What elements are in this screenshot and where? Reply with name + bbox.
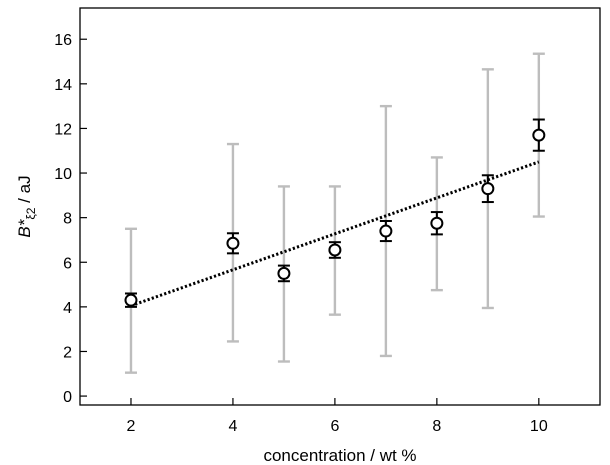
data-point <box>430 216 444 230</box>
large-error-bars <box>124 52 545 374</box>
x-tick-label: 4 <box>228 418 237 435</box>
y-axis-label-main: B* <box>15 218 34 237</box>
y-tick-label: 2 <box>63 344 72 361</box>
data-point <box>124 293 138 307</box>
x-tick-label: 2 <box>127 418 136 435</box>
y-tick-label: 10 <box>54 166 72 183</box>
small-error-bars <box>124 118 545 308</box>
data-point <box>379 224 393 238</box>
x-tick-label: 10 <box>530 418 548 435</box>
x-axis-label: concentration / wt % <box>263 446 416 465</box>
y-tick-label: 6 <box>63 255 72 272</box>
y-axis-label-sub: ξ2 <box>24 207 38 219</box>
y-tick-label: 12 <box>54 121 72 138</box>
data-markers <box>124 128 546 307</box>
data-point <box>532 128 546 142</box>
y-tick-label: 8 <box>63 211 72 228</box>
y-axis-ticks: 0 2 4 6 8 10 12 14 16 <box>54 32 87 406</box>
data-point <box>481 182 495 196</box>
y-axis-label: B*ξ2 / aJ <box>15 175 38 237</box>
y-tick-label: 16 <box>54 32 72 49</box>
fit-line-group <box>130 160 540 308</box>
x-axis-ticks: 2 4 6 8 10 <box>127 398 548 435</box>
fit-line <box>130 160 540 308</box>
y-tick-label: 14 <box>54 77 72 94</box>
plot-frame <box>79 7 601 406</box>
y-tick-label: 0 <box>63 389 72 406</box>
x-tick-label: 8 <box>432 418 441 435</box>
y-axis-label-unit: / aJ <box>15 175 34 207</box>
data-point <box>277 266 291 280</box>
data-point <box>226 236 240 250</box>
x-tick-label: 6 <box>330 418 339 435</box>
data-point <box>328 243 342 257</box>
y-tick-label: 4 <box>63 300 72 317</box>
